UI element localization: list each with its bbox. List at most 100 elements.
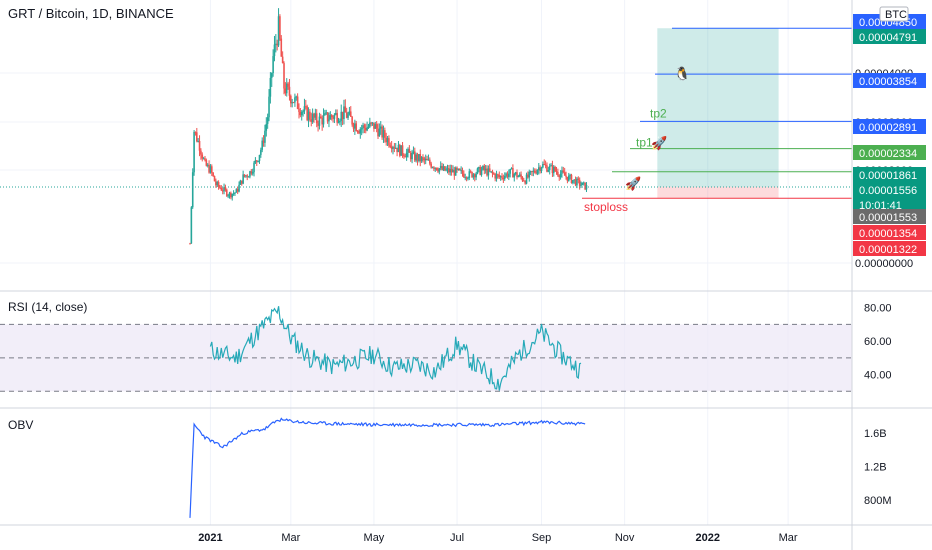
candle-body [238,184,240,192]
candle-body [275,43,277,45]
obv-pane[interactable] [189,417,586,518]
candle-body [400,145,402,156]
candle-body [453,169,456,176]
candle-body [498,174,501,178]
candle-body [584,182,586,190]
candle-body [239,180,242,185]
candle-body [381,126,383,138]
candle-body [279,16,281,39]
candle-body [521,177,524,181]
candle-body [392,147,394,149]
candle-body [469,171,472,173]
candle-body [378,128,381,137]
candle-body [364,127,367,131]
candle-body [277,16,280,46]
rsi-tick-label: 60.00 [864,336,892,348]
candle-body [325,112,328,114]
candle-body [276,43,278,46]
candle-body [408,149,411,153]
candle-body [245,175,247,177]
price-badge-text: 0.00001322 [859,244,917,256]
candle-body [315,113,318,124]
candle-body [449,168,452,173]
tp2-label: tp2 [650,106,667,120]
candle-body [471,171,473,178]
candle-body [298,108,300,113]
rsi-pane[interactable] [0,306,852,392]
candle-body [414,151,416,161]
candle-body [205,160,208,166]
candle-body [435,167,438,171]
candle-body [523,180,525,182]
candle-body [343,106,345,120]
candle-body [261,140,264,150]
candle-body [198,140,201,151]
candle-body [270,73,273,78]
candle-body [303,106,306,112]
candle-body [518,174,521,177]
candle-body [542,164,544,168]
price-badge-text: 0.00001556 [859,185,917,197]
candle-body [555,171,558,173]
candle-body [443,166,446,171]
candle-body [347,114,349,118]
candle-body [495,174,498,179]
candle-body [494,174,496,179]
candle-body [371,122,374,124]
candle-body [243,174,246,177]
candle-body [291,102,293,104]
candle-body [478,167,480,169]
candle-body [367,126,370,128]
candle-body [257,160,259,162]
candle-body [349,111,352,117]
candle-body [472,174,475,178]
candle-body [194,131,197,133]
candle-body [476,168,479,174]
candle-body [268,96,270,118]
candle-body [404,156,407,158]
candle-body [344,106,347,113]
obv-tick-label: 800M [864,495,892,507]
candle-body [216,182,219,186]
candle-body [359,129,362,134]
candle-body [236,189,239,192]
candle-body [227,195,229,197]
candle-body [235,189,238,193]
price-badge [853,241,926,256]
candle-body [201,154,204,159]
tp1-label: tp1 [636,136,653,150]
candle-body [479,167,482,175]
candle-body [502,177,505,180]
candle-body [461,170,464,174]
position-target-zone [657,28,779,187]
candle-body [228,192,231,196]
candle-body [419,154,422,162]
candle-body [403,154,405,157]
candle-body [426,158,428,161]
rsi-tick-label: 80.00 [864,303,892,315]
candle-body [250,171,253,174]
candle-body [567,175,570,181]
time-tick-label: Nov [615,532,635,544]
candle-body [296,96,299,109]
candle-body [506,173,509,177]
candle-body [563,172,566,176]
candle-body [210,166,213,173]
candle-body [513,174,516,178]
price-badge [853,145,926,160]
candle-body [516,172,518,178]
price-pane[interactable]: tp2 tp1 stoploss 🚀 🚀 🐧 [0,8,852,245]
candle-body [223,187,225,192]
time-tick-label: Jul [450,532,464,544]
price-badge [853,73,926,88]
candle-body [299,112,302,116]
candle-body [491,171,494,174]
candle-body [441,165,443,170]
candle-body [552,166,555,174]
candle-body [539,167,541,171]
price-badge-text: 0.00001354 [859,228,917,240]
candle-body [394,147,397,149]
candle-body [258,154,261,161]
candle-body [570,174,573,184]
